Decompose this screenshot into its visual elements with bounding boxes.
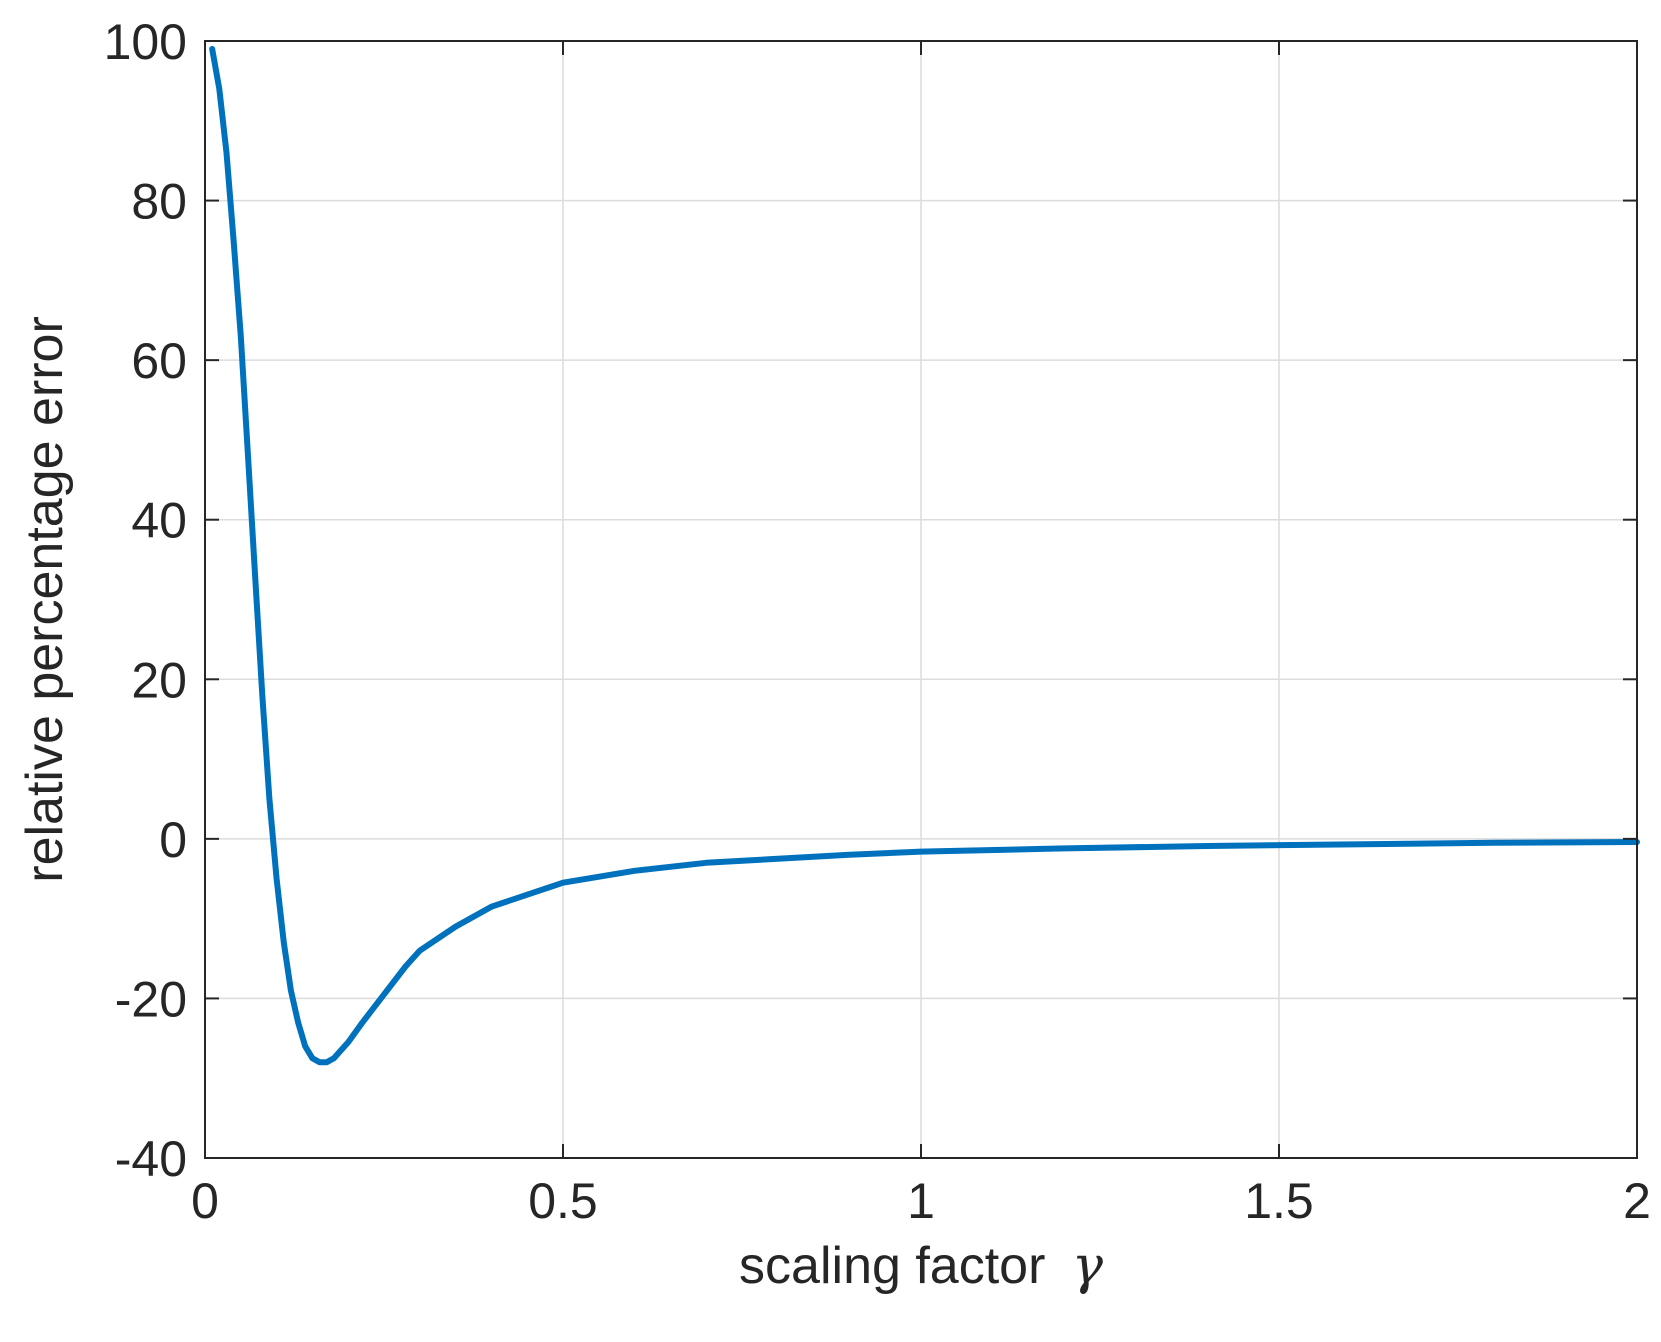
x-tick-label: 1 bbox=[907, 1173, 935, 1229]
x-axis-label-symbol: γ bbox=[1072, 1236, 1104, 1296]
y-tick-label: -20 bbox=[115, 971, 187, 1027]
series-line bbox=[209, 46, 1640, 1066]
x-tick-label: 0.5 bbox=[528, 1173, 598, 1229]
y-tick-label: 80 bbox=[131, 174, 187, 230]
x-axis-label-text: scaling factor bbox=[739, 1237, 1045, 1295]
x-tick-label: 2 bbox=[1623, 1173, 1651, 1229]
tick-layer: 0 0.5 1 1.5 2 -40 -20 0 20 40 60 80 100 bbox=[104, 14, 1651, 1229]
y-tick-label: 100 bbox=[104, 14, 187, 70]
y-tick-label: 40 bbox=[131, 493, 187, 549]
x-tick-label: 1.5 bbox=[1244, 1173, 1314, 1229]
y-tick-label: 20 bbox=[131, 652, 187, 708]
grid-layer bbox=[204, 40, 1638, 1159]
y-axis-label: relative percentage error bbox=[16, 316, 74, 883]
x-tick-label: 0 bbox=[191, 1173, 219, 1229]
series-layer bbox=[209, 46, 1640, 1066]
x-axis-label: scaling factor γ bbox=[739, 1236, 1104, 1296]
y-tick-label: 60 bbox=[131, 333, 187, 389]
y-tick-label: 0 bbox=[159, 812, 187, 868]
y-tick-label: -40 bbox=[115, 1131, 187, 1187]
